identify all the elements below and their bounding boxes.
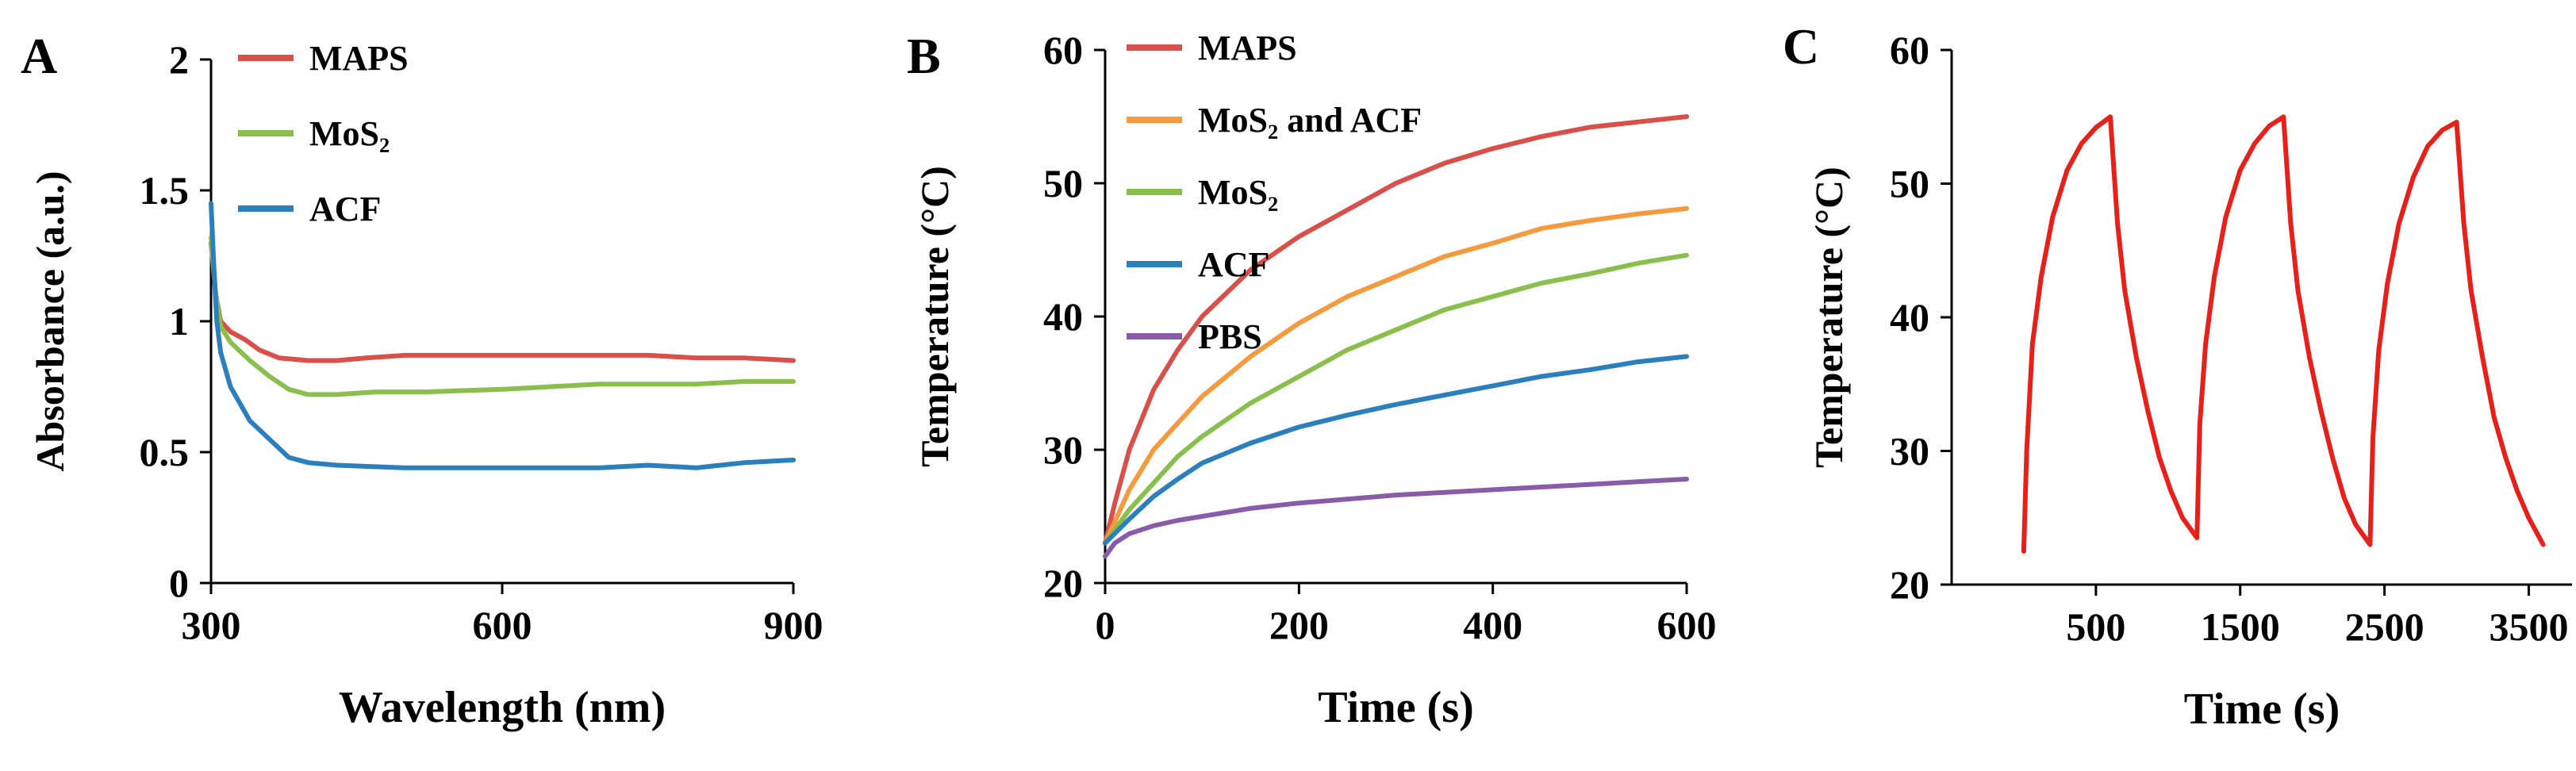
x-tick-label: 400 <box>1463 603 1522 647</box>
y-tick-label: 50 <box>1043 161 1083 205</box>
y-axis-label: Temperature (°C) <box>912 166 957 467</box>
panel-a: 0 0.5 1 1.5 2 300 600 900 Wavelength (nm) Absorba… <box>21 28 823 732</box>
legend-label: PBS <box>1198 317 1262 356</box>
x-tick-label: 3500 <box>2489 604 2568 649</box>
x-tick-label: 300 <box>182 603 241 647</box>
y-tick-label: 20 <box>1043 561 1083 605</box>
y-axis-label: Absorbance (a.u.) <box>28 171 72 471</box>
x-axis-label: Time (s) <box>1318 683 1474 732</box>
legend-label: MAPS <box>309 39 409 78</box>
legend-label: ACF <box>1198 245 1269 284</box>
y-tick-label: 50 <box>1890 162 1929 206</box>
series-line-acf <box>1103 354 1689 546</box>
panel-label: A <box>21 28 57 84</box>
y-tick-label: 0.5 <box>140 430 190 474</box>
legend-label: MoS₂ and ACF <box>1198 101 1422 140</box>
x-axis-label: Time (s) <box>2184 685 2340 734</box>
series-line-maps <box>1103 114 1689 546</box>
y-tick-label: 40 <box>1890 295 1929 339</box>
series-line-acf <box>209 201 796 470</box>
x-tick-label: 600 <box>1657 603 1717 647</box>
y-tick-label: 1 <box>169 299 189 343</box>
x-tick-label: 2500 <box>2345 604 2424 649</box>
legend-label: MoS₂ <box>309 114 390 153</box>
x-axis-label: Wavelength (nm) <box>339 683 666 732</box>
y-tick-label: 0 <box>169 561 189 605</box>
y-tick-label: 40 <box>1043 294 1083 339</box>
series-line-maps-cycles <box>2021 114 2546 554</box>
y-tick-label: 2 <box>169 37 189 82</box>
legend-label: ACF <box>309 190 381 228</box>
y-tick-label: 1.5 <box>140 168 190 213</box>
panel-label: B <box>907 28 941 84</box>
x-tick-label: 0 <box>1096 603 1115 647</box>
x-tick-label: 900 <box>764 603 823 647</box>
series-line-mos2 <box>209 235 796 397</box>
y-tick-label: 60 <box>1890 28 1929 72</box>
y-tick-label: 30 <box>1890 429 1929 474</box>
y-axis-label: Temperature (°C) <box>1806 167 1851 468</box>
x-tick-label: 600 <box>473 603 532 647</box>
series-line-maps <box>209 240 796 363</box>
legend-label: MoS₂ <box>1198 173 1278 212</box>
y-tick-label: 20 <box>1890 562 1929 607</box>
panel-c: 20 30 40 50 60 500 1500 2500 3500 Time (s) Tempera… <box>1783 18 2572 734</box>
panel-label: C <box>1783 18 1819 75</box>
x-tick-label: 200 <box>1269 603 1329 647</box>
series-line-mos2-and-acf <box>1103 205 1689 546</box>
y-tick-label: 60 <box>1043 28 1083 72</box>
series-line-mos2 <box>1103 252 1689 546</box>
legend-label: MAPS <box>1198 29 1297 67</box>
series-line-pbs <box>1103 477 1689 559</box>
x-tick-label: 500 <box>2066 604 2125 649</box>
y-tick-label: 30 <box>1043 428 1083 472</box>
x-tick-label: 1500 <box>2201 604 2280 649</box>
